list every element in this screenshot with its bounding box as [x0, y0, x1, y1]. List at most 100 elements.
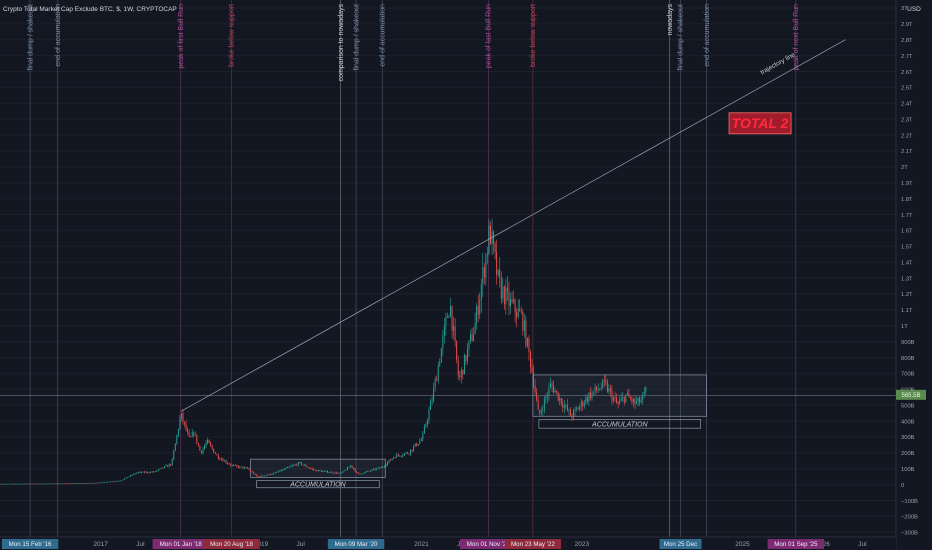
candle-body	[560, 397, 562, 405]
candle-body	[280, 470, 282, 472]
candle-body	[642, 394, 644, 401]
candle-body	[571, 415, 573, 418]
candle-body	[459, 375, 461, 378]
candle-body	[602, 380, 604, 388]
candle-body	[428, 409, 430, 421]
candle-body	[582, 401, 584, 407]
candle-body	[319, 470, 321, 471]
candle-body	[379, 467, 381, 469]
candle-body	[565, 404, 567, 406]
candle-body	[431, 400, 433, 402]
candle-body	[402, 455, 404, 457]
candle-body	[220, 459, 222, 460]
candle-body	[583, 403, 585, 407]
candle-body	[317, 470, 319, 472]
y-tick-label: 2T	[901, 165, 908, 171]
candle-body	[320, 470, 322, 472]
y-tick-label: 400B	[901, 419, 915, 425]
candle-body	[179, 418, 181, 430]
candle-body	[399, 455, 401, 457]
marker-label: peak of first Bull Run	[178, 4, 185, 69]
candle-body	[570, 409, 571, 416]
candle-body	[259, 476, 261, 478]
y-tick-label: 1.4T	[901, 260, 913, 266]
candle-body	[90, 482, 92, 484]
x-highlight-label: Mon 20 Aug '18	[210, 541, 253, 548]
candle-body	[211, 445, 213, 449]
candle-body	[443, 325, 445, 336]
marker-label: end of accumulation	[704, 4, 711, 67]
x-tick-label: 2025	[735, 541, 750, 548]
candle-body	[268, 473, 270, 475]
candle-body	[394, 457, 396, 459]
candle-body	[593, 391, 594, 393]
candle-body	[363, 472, 365, 474]
y-tick-label: 2.8T	[901, 38, 913, 44]
candle-body	[64, 483, 66, 485]
candle-body	[108, 481, 110, 483]
vertical-markers: final dump / shakeout end of accumulation…	[27, 0, 800, 537]
candle-body	[393, 457, 395, 459]
candle-body	[480, 284, 482, 301]
marker-label: broke below support	[530, 4, 537, 67]
candle-body	[173, 451, 175, 460]
x-highlight-tag	[460, 539, 517, 549]
candle-body	[291, 465, 293, 467]
candle-body	[225, 460, 227, 463]
candle-body	[110, 481, 112, 483]
candle-body	[122, 479, 124, 481]
candle-body	[85, 483, 87, 484]
candle-body	[545, 397, 547, 400]
candle-body	[99, 482, 101, 484]
candle-body	[167, 465, 169, 467]
candle-body	[477, 306, 479, 315]
marker-label: broke below support	[229, 4, 236, 67]
candle-body	[191, 432, 193, 437]
candle-body	[228, 463, 230, 465]
candle-body	[450, 306, 451, 316]
marker-label: peak of last Bull Run	[486, 4, 493, 68]
candle-body	[499, 269, 501, 279]
candle-body	[296, 464, 298, 466]
accumulation-label: ACCUMULATION	[289, 482, 346, 489]
candle-body	[510, 299, 511, 307]
candle-body	[222, 459, 224, 462]
candle-body	[271, 474, 273, 475]
candle-body	[322, 471, 324, 472]
candle-body	[1, 483, 2, 485]
candle-body	[124, 478, 126, 480]
candle-body	[553, 385, 555, 393]
candle-body	[48, 483, 50, 485]
candle-body	[407, 452, 408, 454]
y-tick-label: 3T	[901, 6, 908, 12]
candle-body	[73, 483, 75, 484]
candle-body	[260, 475, 262, 477]
candle-body	[305, 464, 307, 467]
candle-body	[442, 335, 444, 349]
candle-body	[245, 467, 247, 469]
candle-body	[359, 473, 361, 475]
y-tick-label: 2.6T	[901, 70, 913, 76]
candle-body	[67, 483, 69, 485]
candle-body	[248, 468, 250, 470]
x-axis[interactable]: 2017Jul2019Jul2021Jul202320252026JulMon …	[0, 536, 896, 550]
candle-body	[76, 483, 78, 484]
candle-body	[333, 472, 335, 474]
candle-body	[390, 459, 392, 461]
candle-body	[377, 467, 379, 469]
candle-body	[147, 471, 149, 473]
candle-body	[628, 393, 630, 398]
candle-body	[128, 476, 130, 478]
candle-body	[171, 459, 173, 466]
candle-body	[420, 439, 422, 441]
candle-body	[114, 481, 116, 482]
y-tick-label: 0	[901, 483, 904, 489]
x-tick-label: 2021	[414, 541, 429, 548]
candle-body	[148, 472, 150, 474]
y-tick-label: 1.8T	[901, 197, 913, 203]
marker-label: end of accumulation	[55, 4, 62, 67]
x-tick-label: 2019	[254, 541, 269, 548]
candle-body	[251, 471, 253, 473]
